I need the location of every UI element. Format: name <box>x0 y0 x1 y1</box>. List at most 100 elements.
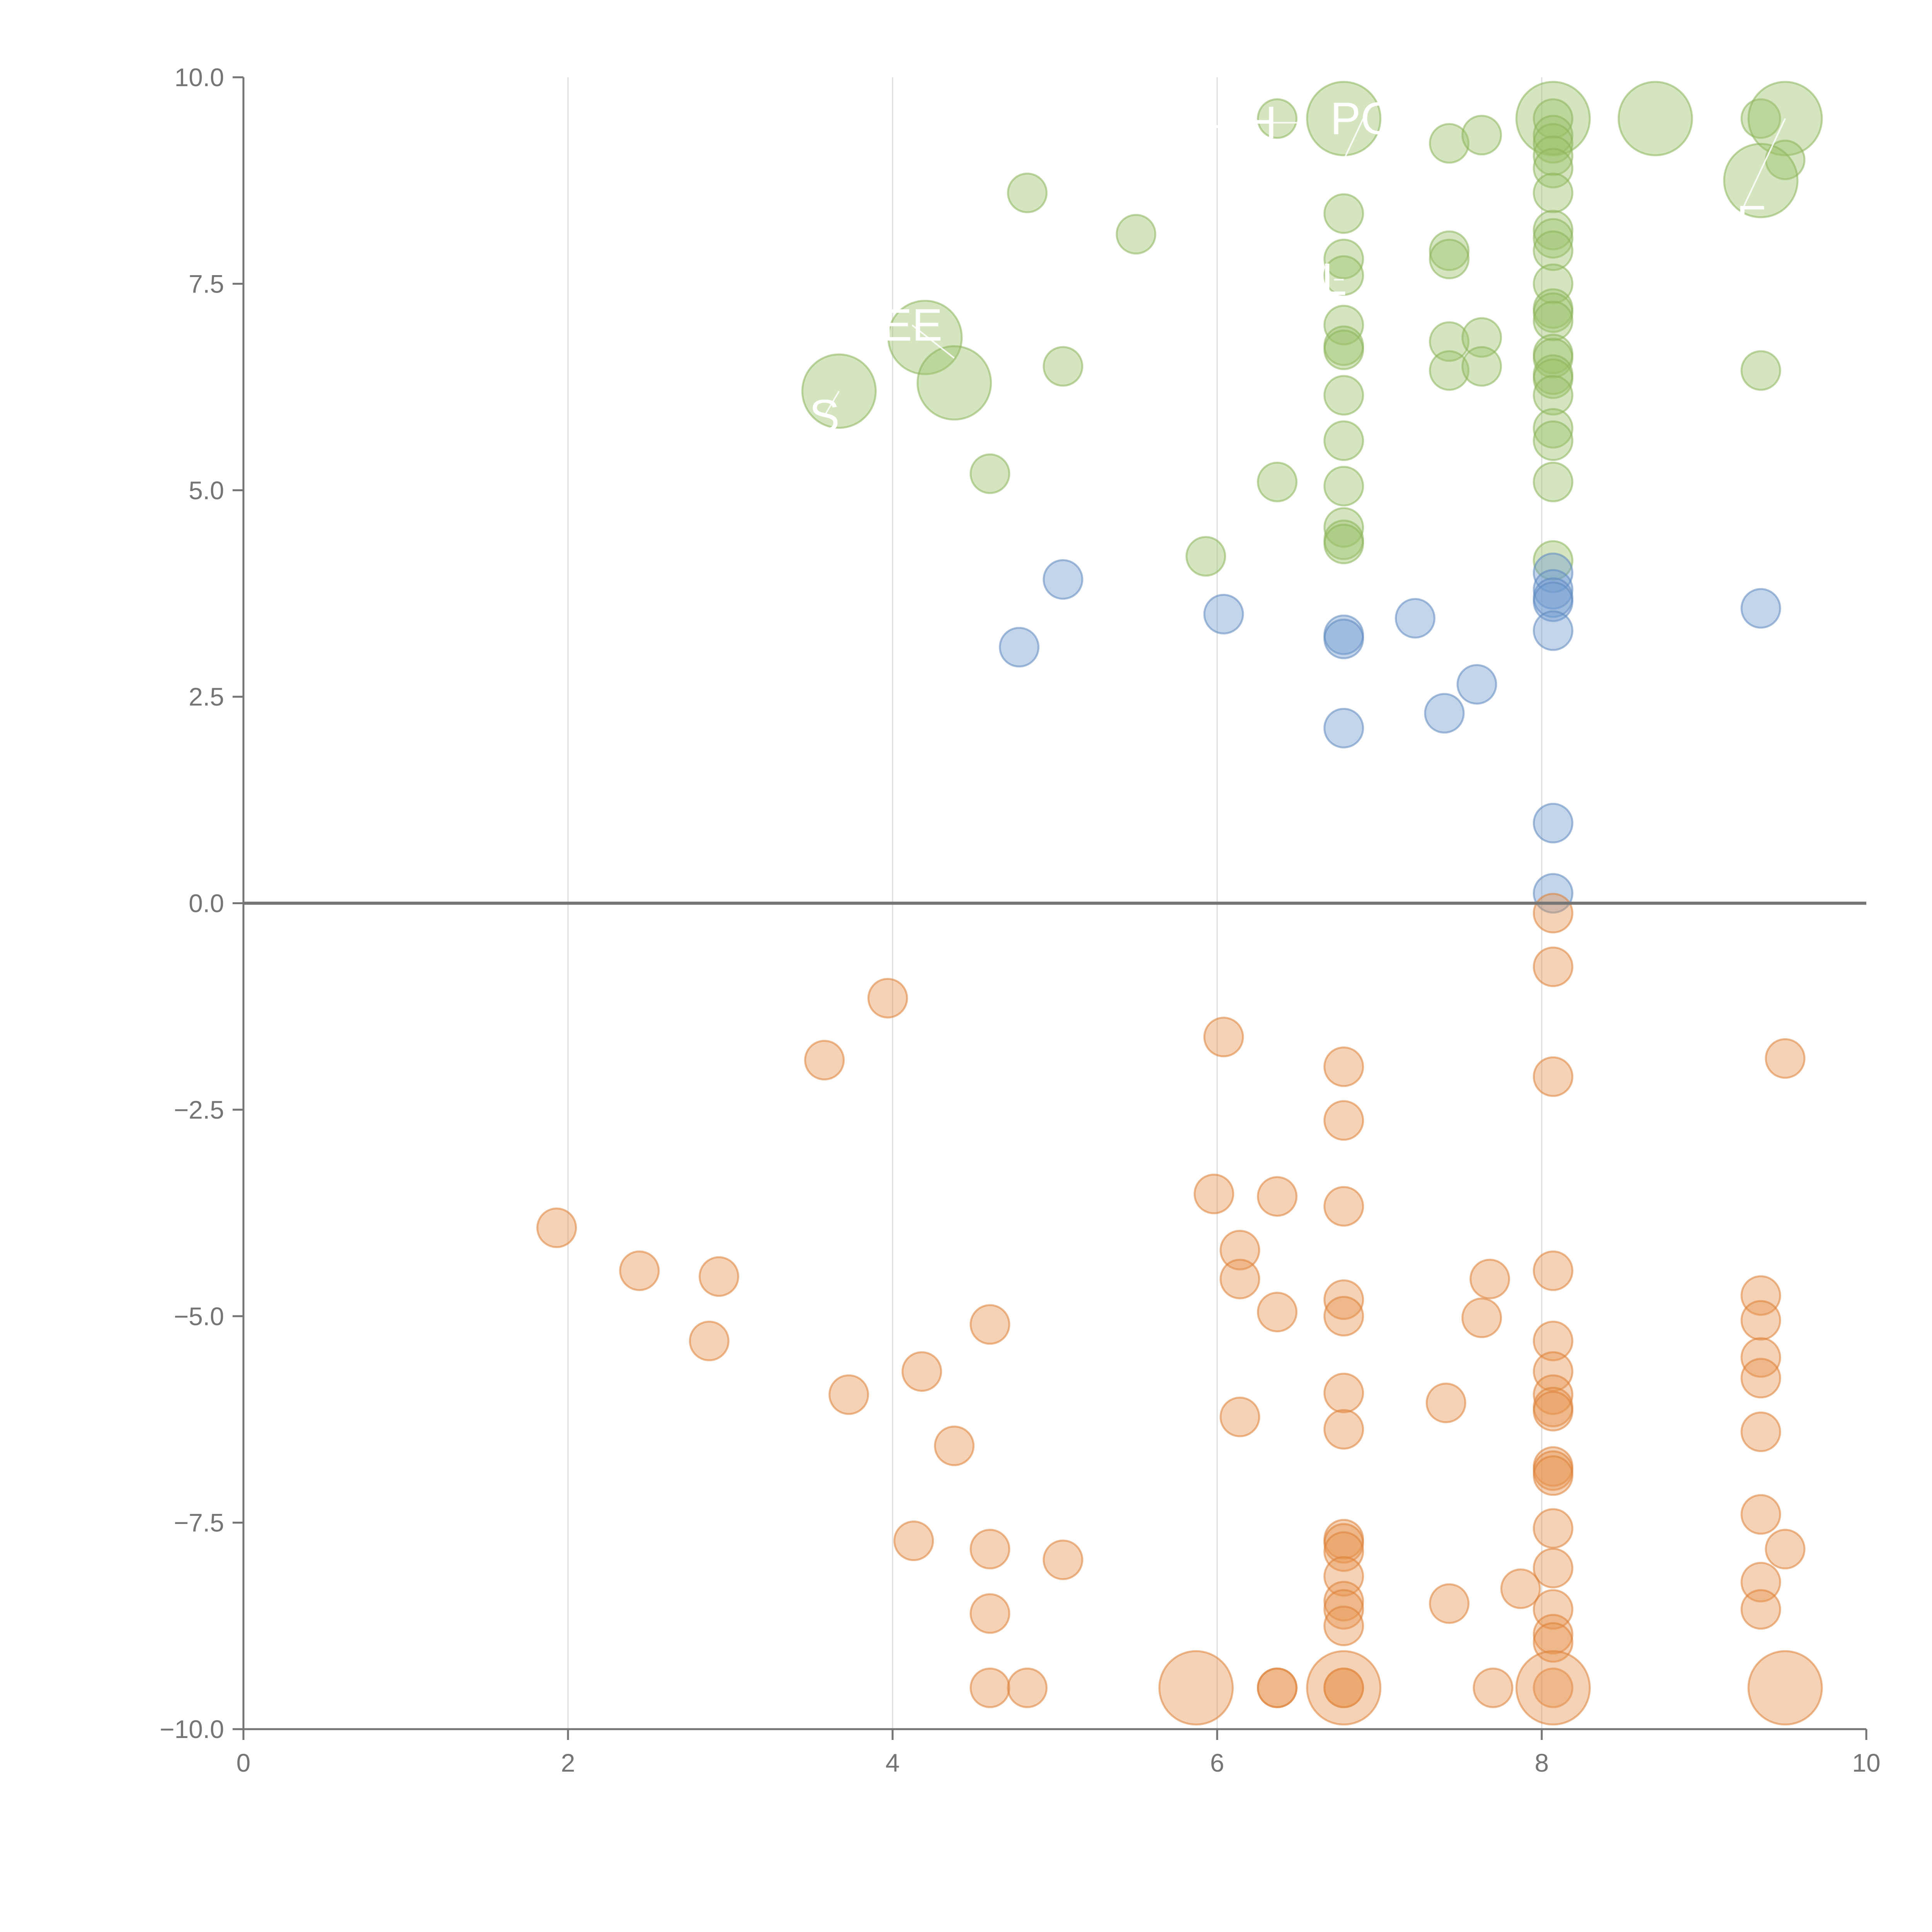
y-tick-label: 10.0 <box>175 63 224 92</box>
green-bubble <box>1323 193 1364 234</box>
green-bubble <box>1617 81 1693 156</box>
orange-bubble <box>1747 1650 1823 1726</box>
x-tick-label: 0 <box>236 1748 251 1777</box>
green-bubble <box>1323 375 1364 416</box>
orange-bubble <box>1532 1508 1573 1549</box>
blue-bubble <box>1532 569 1573 610</box>
orange-bubble <box>1007 1667 1048 1708</box>
orange-bubble <box>969 1667 1010 1708</box>
green-bubble <box>1323 304 1364 345</box>
orange-bubble <box>699 1256 740 1297</box>
orange-bubble <box>1219 1396 1260 1437</box>
orange-bubble <box>1765 1038 1806 1079</box>
orange-bubble <box>1532 1250 1573 1291</box>
orange-bubble <box>1429 1583 1470 1624</box>
orange-bubble <box>1219 1259 1260 1299</box>
blue-bubble <box>1740 588 1781 629</box>
orange-bubble <box>969 1529 1010 1570</box>
y-tick-label: −2.5 <box>174 1095 224 1124</box>
bubble-annotation: – H <box>1206 97 1277 148</box>
blue-bubble <box>1456 664 1497 705</box>
orange-bubble <box>828 1374 869 1415</box>
green-bubble <box>1532 301 1573 342</box>
orange-bubble <box>1469 1259 1510 1299</box>
green-bubble <box>1723 143 1799 218</box>
bubble-layer <box>536 81 1823 1726</box>
bubble-annotation: S <box>809 390 840 441</box>
blue-bubble <box>1532 803 1573 844</box>
orange-bubble <box>1515 1650 1591 1726</box>
y-tick-label: 7.5 <box>189 269 224 298</box>
green-bubble <box>1323 238 1364 279</box>
green-bubble <box>1429 350 1470 391</box>
green-bubble <box>1532 420 1573 461</box>
green-bubble <box>1532 218 1573 259</box>
green-bubble <box>887 299 963 375</box>
orange-bubble <box>1323 1100 1364 1141</box>
green-bubble <box>1532 338 1573 379</box>
orange-bubble <box>1532 1589 1573 1630</box>
orange-bubble <box>1158 1650 1234 1726</box>
orange-bubble <box>1323 1589 1364 1630</box>
orange-bubble <box>1257 1667 1298 1708</box>
orange-bubble <box>1257 1176 1298 1217</box>
orange-bubble <box>1473 1667 1514 1708</box>
blue-bubble <box>1203 594 1244 634</box>
orange-bubble <box>1323 1523 1364 1564</box>
orange-bubble <box>901 1351 942 1392</box>
blue-bubble <box>1424 693 1465 734</box>
orange-bubble <box>1425 1383 1466 1423</box>
bubble-annotation: PO <box>1330 93 1396 144</box>
orange-bubble <box>1323 1581 1364 1622</box>
orange-bubble <box>1323 1605 1364 1646</box>
blue-bubble <box>999 627 1040 668</box>
orange-bubble <box>1306 1650 1382 1726</box>
green-bubble <box>1532 292 1573 333</box>
x-tick-label: 10 <box>1852 1748 1880 1777</box>
y-tick-label: −7.5 <box>174 1509 224 1537</box>
orange-bubble <box>1765 1529 1806 1570</box>
x-tick-label: 6 <box>1210 1748 1225 1777</box>
bubble-annotation: SE <box>1706 196 1767 247</box>
blue-bubble <box>1532 581 1573 622</box>
orange-bubble <box>1323 1531 1364 1572</box>
green-bubble <box>1323 329 1364 370</box>
green-bubble <box>1532 263 1573 304</box>
orange-bubble <box>1500 1568 1541 1609</box>
bubble-annotation: EE <box>882 299 942 350</box>
orange-bubble <box>1740 1589 1781 1630</box>
orange-bubble <box>1323 1186 1364 1227</box>
green-bubble <box>1532 461 1573 502</box>
axes: 10.0 7.5 5.0 2.5 0.0 −2.5 −5.0 −7.5 −10.0 0 2 4 6 8 10 <box>160 63 1881 1777</box>
orange-bubble <box>1532 1614 1573 1655</box>
green-bubble <box>1323 507 1364 548</box>
green-bubble <box>1429 321 1470 362</box>
orange-bubble <box>867 978 908 1019</box>
annotation-leader-line <box>823 391 840 417</box>
orange-bubble <box>1740 1412 1781 1452</box>
orange-bubble <box>1323 1372 1364 1413</box>
green-bubble <box>1461 317 1502 358</box>
orange-bubble <box>1532 1056 1573 1097</box>
y-tick-label: 0.0 <box>189 889 224 918</box>
green-bubble <box>1532 148 1573 189</box>
orange-bubble <box>969 1593 1010 1634</box>
bubble-annotation: L <box>1321 254 1347 305</box>
green-bubble <box>1007 172 1048 213</box>
green-bubble <box>917 345 992 421</box>
green-bubble <box>1532 375 1573 416</box>
green-bubble <box>1306 81 1382 156</box>
green-bubble <box>1043 346 1083 387</box>
orange-bubble <box>1532 1455 1573 1496</box>
x-tick-label: 4 <box>886 1748 900 1777</box>
green-bubble <box>1532 408 1573 449</box>
annotation-leader-line <box>1736 118 1786 222</box>
orange-bubble <box>1532 1320 1573 1361</box>
blue-bubble <box>1532 610 1573 651</box>
orange-bubble <box>1740 1337 1781 1378</box>
orange-bubble <box>1257 1292 1298 1333</box>
blue-bubble <box>1043 559 1083 600</box>
orange-bubble <box>1532 1548 1573 1588</box>
orange-bubble <box>1461 1298 1502 1338</box>
orange-bubble <box>1532 893 1573 934</box>
